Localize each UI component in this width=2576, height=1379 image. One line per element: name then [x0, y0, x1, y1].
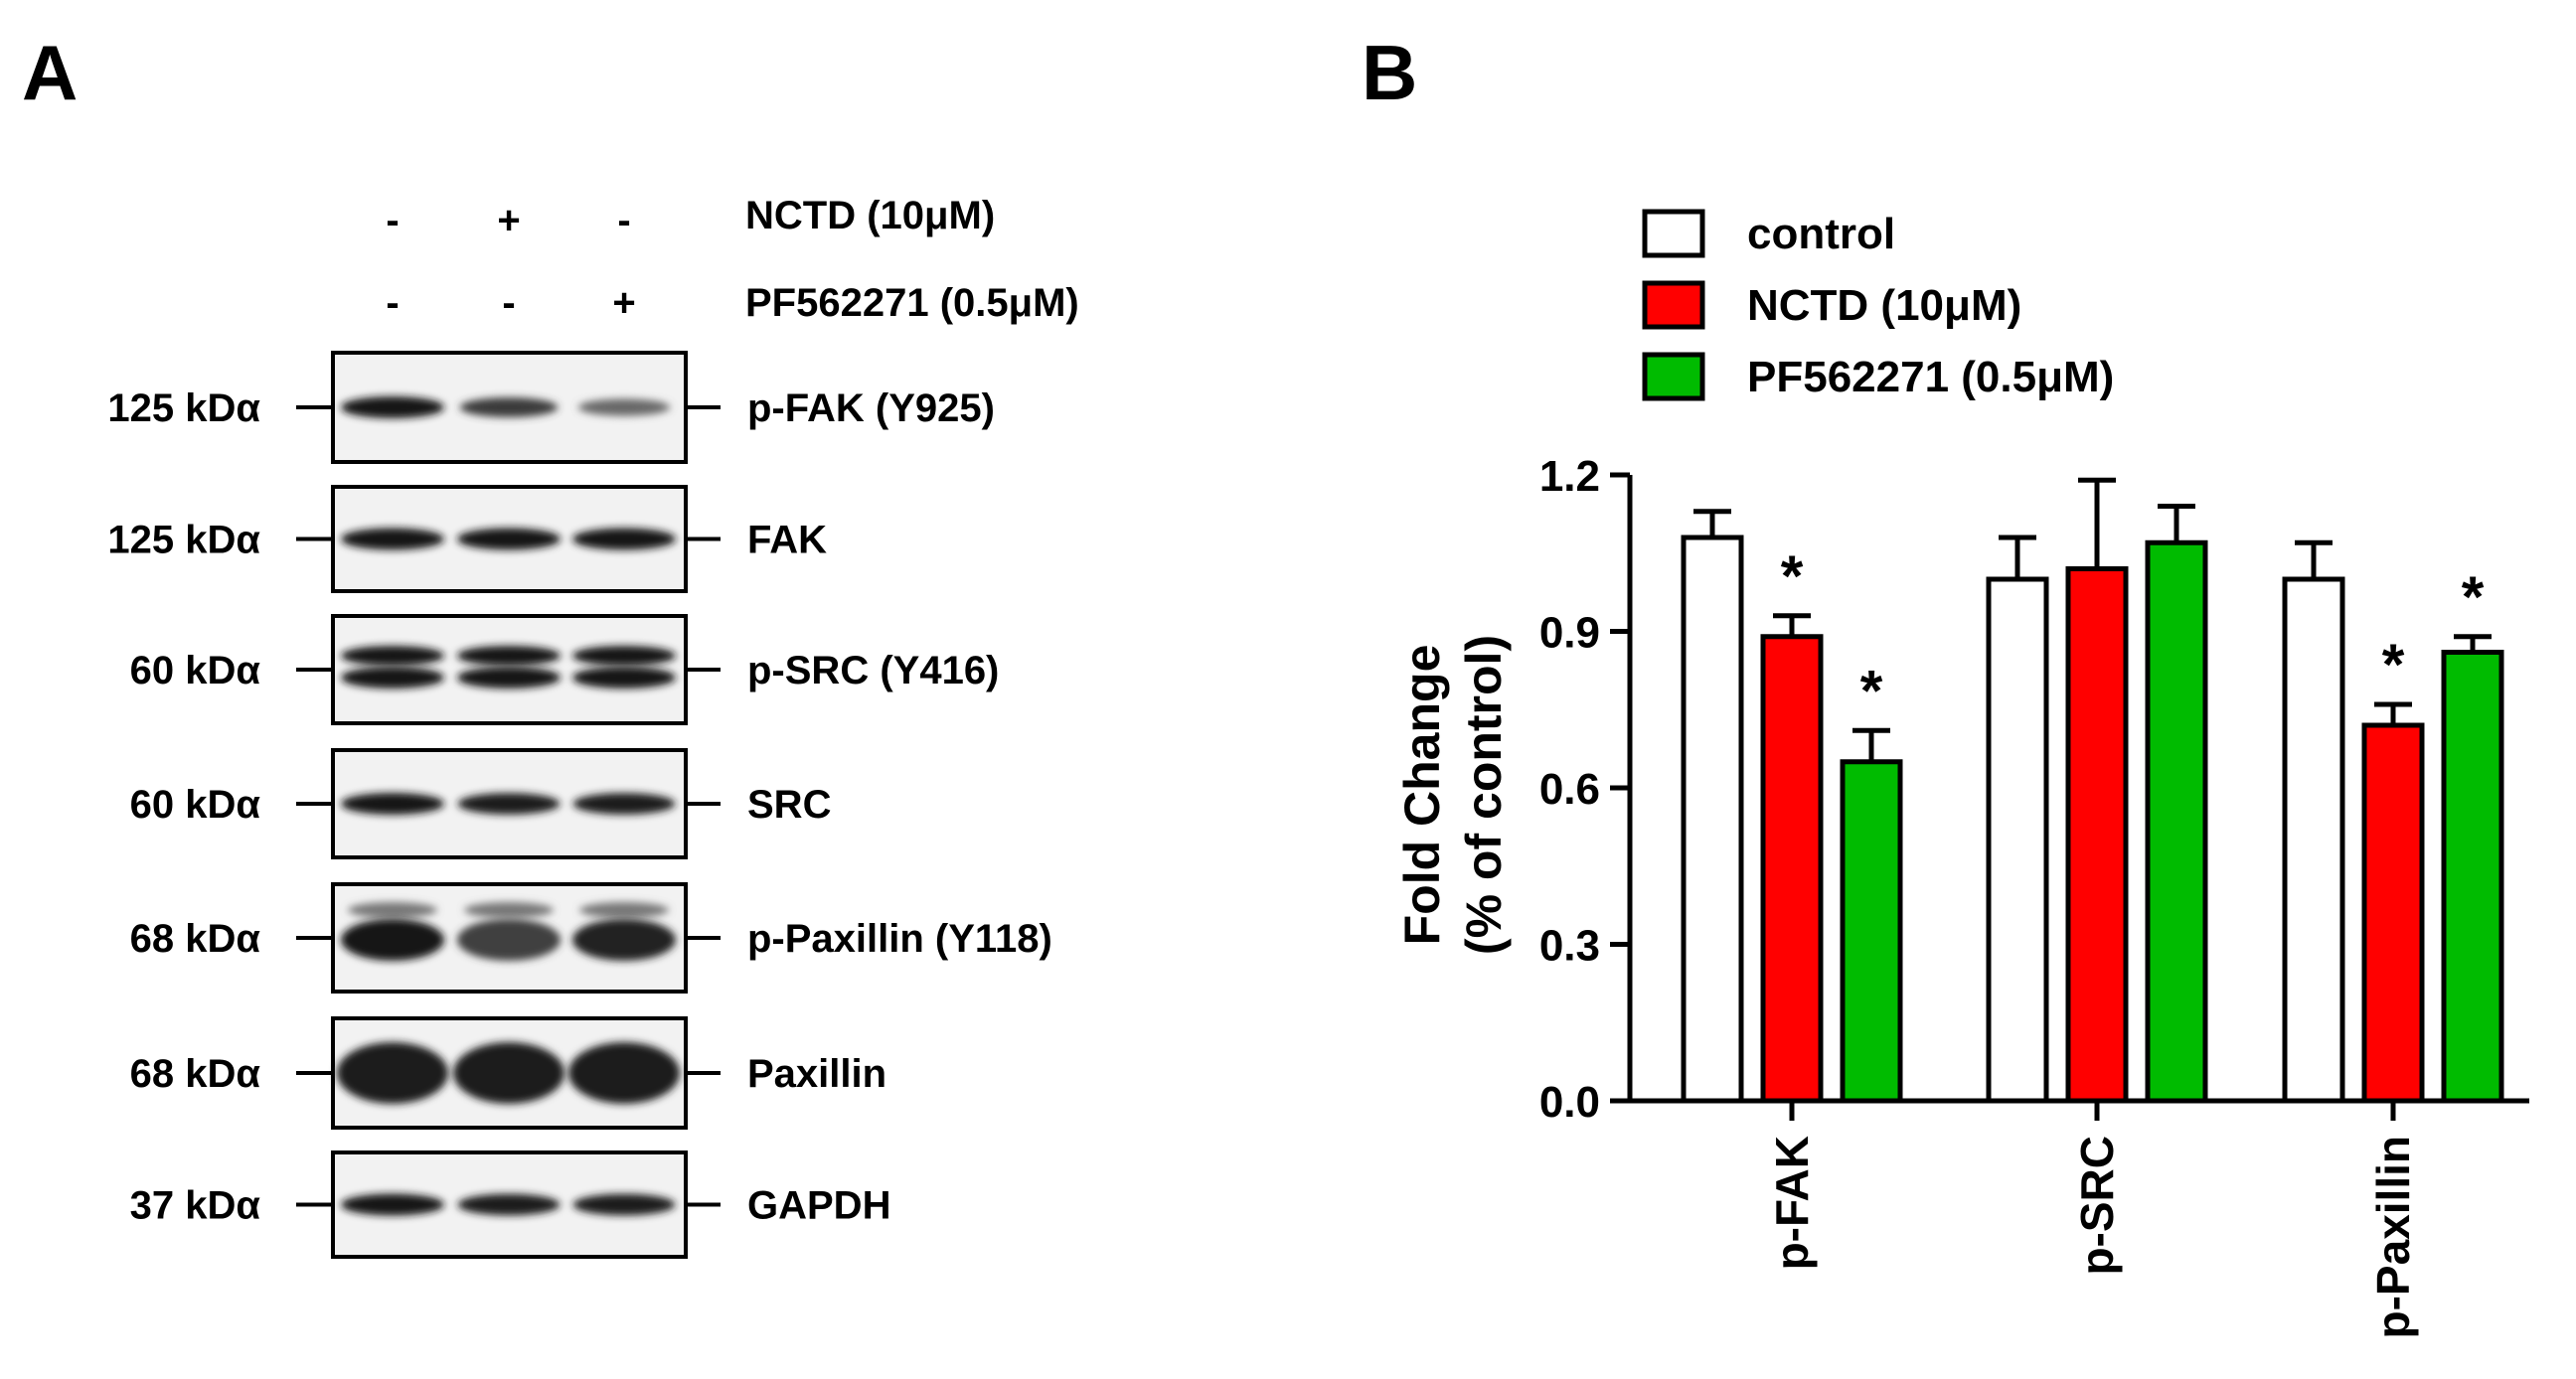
kda-label: 37 kDα: [130, 1184, 261, 1228]
kda-label: 68 kDα: [130, 1052, 261, 1096]
x-tick-label: p-FAK: [1766, 1136, 1818, 1270]
bar: [2065, 566, 2129, 1104]
protein-label: Paxillin: [747, 1052, 886, 1096]
y-axis-title-line2: (% of control): [1456, 635, 1512, 955]
protein-label: FAK: [747, 519, 827, 562]
panel-a-label: A: [22, 29, 78, 116]
significance-marker: *: [2382, 633, 2405, 697]
blot-6: 68 kDα Paxillin: [130, 1016, 886, 1130]
legend: control NCTD (10μM) PF562271 (0.5μM): [1642, 209, 2114, 401]
significance-marker: *: [2462, 565, 2485, 630]
bar: [1986, 576, 2049, 1104]
blot-1: 125 kDα p-FAK (Y925): [107, 351, 995, 464]
band: [341, 1193, 444, 1216]
band: [572, 919, 676, 961]
blot-2: 125 kDα FAK: [107, 485, 827, 593]
western-blots: 125 kDα p-FAK (Y925) 125 kDα FAK 60 kDα p-SRC…: [107, 351, 1052, 1259]
bar: [2361, 722, 2425, 1104]
bar: [2282, 576, 2345, 1104]
x-tick-label: p-Paxillin: [2367, 1136, 2419, 1338]
legend-label-nctd: NCTD (10μM): [1747, 281, 2021, 330]
band: [457, 646, 561, 666]
band: [341, 646, 444, 666]
treatment-label: NCTD (10μM): [745, 194, 995, 237]
protein-label: p-Paxillin (Y118): [747, 917, 1052, 961]
band: [457, 528, 561, 550]
blot-7: 37 kDα GAPDH: [130, 1150, 890, 1259]
band: [572, 793, 676, 815]
protein-label: p-SRC (Y416): [747, 649, 999, 692]
y-tick-label: 1.2: [1539, 452, 1600, 501]
band: [341, 528, 444, 550]
bar: [1840, 759, 1903, 1104]
band: [341, 667, 444, 689]
panel-b-label: B: [1362, 29, 1417, 116]
legend-swatch-pf562271: [1642, 352, 1705, 401]
treatment-sign: +: [497, 199, 520, 242]
significance-marker: *: [1781, 544, 1804, 609]
band: [579, 902, 669, 918]
band: [341, 793, 444, 815]
bar-chart: 0.0 0.3 0.6 0.9 1.2 p-FAK * * p-SRC p-Paxillin * *: [1539, 452, 2529, 1338]
kda-label: 68 kDα: [130, 917, 261, 961]
bar: [1760, 634, 1824, 1104]
legend-label-control: control: [1747, 210, 1895, 258]
treatment-sign: +: [612, 281, 635, 325]
y-axis-title: Fold Change (% of control): [1394, 635, 1512, 955]
band: [572, 646, 676, 666]
blot-4: 60 kDα SRC: [130, 748, 831, 859]
legend-swatch-control: [1642, 209, 1705, 258]
band: [568, 1042, 680, 1104]
y-axis-title-line1: Fold Change: [1394, 645, 1450, 946]
band: [459, 397, 559, 417]
band: [457, 667, 561, 689]
y-tick-label: 0.3: [1539, 922, 1600, 971]
band: [457, 919, 561, 961]
kda-label: 125 kDα: [107, 386, 260, 430]
legend-swatch-nctd: [1642, 280, 1705, 330]
band: [348, 902, 437, 918]
legend-label-pf562271: PF562271 (0.5μM): [1747, 353, 2114, 401]
treatment-sign: -: [617, 199, 630, 242]
band: [453, 1042, 564, 1104]
blot-5: 68 kDα p-Paxillin (Y118): [130, 882, 1052, 994]
band: [337, 1042, 448, 1104]
bar: [2145, 539, 2208, 1104]
x-tick-label: p-SRC: [2071, 1136, 2123, 1276]
band: [457, 793, 561, 815]
y-tick-label: 0.9: [1539, 609, 1600, 658]
protein-label: p-FAK (Y925): [747, 386, 995, 430]
treatment-row-1: - + - NCTD (10μM): [386, 194, 995, 242]
band: [464, 902, 554, 918]
protein-label: GAPDH: [747, 1184, 890, 1228]
kda-label: 125 kDα: [107, 519, 260, 562]
band: [572, 1193, 676, 1216]
bar: [1681, 535, 1744, 1104]
significance-marker: *: [1860, 659, 1883, 723]
treatment-row-2: - - + PF562271 (0.5μM): [386, 281, 1078, 325]
treatment-sign: -: [502, 281, 515, 325]
treatment-sign: -: [386, 199, 399, 242]
band: [341, 919, 444, 961]
band: [572, 667, 676, 689]
kda-label: 60 kDα: [130, 783, 261, 827]
y-tick-label: 0.6: [1539, 765, 1600, 814]
band: [457, 1193, 561, 1216]
bar: [2441, 650, 2504, 1104]
treatment-sign: -: [386, 281, 399, 325]
kda-label: 60 kDα: [130, 649, 261, 692]
protein-label: SRC: [747, 783, 831, 827]
band: [341, 396, 444, 418]
treatment-label: PF562271 (0.5μM): [745, 281, 1079, 325]
blot-3: 60 kDα p-SRC (Y416): [130, 614, 999, 725]
y-tick-label: 0.0: [1539, 1078, 1600, 1127]
band: [572, 528, 676, 550]
band: [577, 398, 671, 416]
